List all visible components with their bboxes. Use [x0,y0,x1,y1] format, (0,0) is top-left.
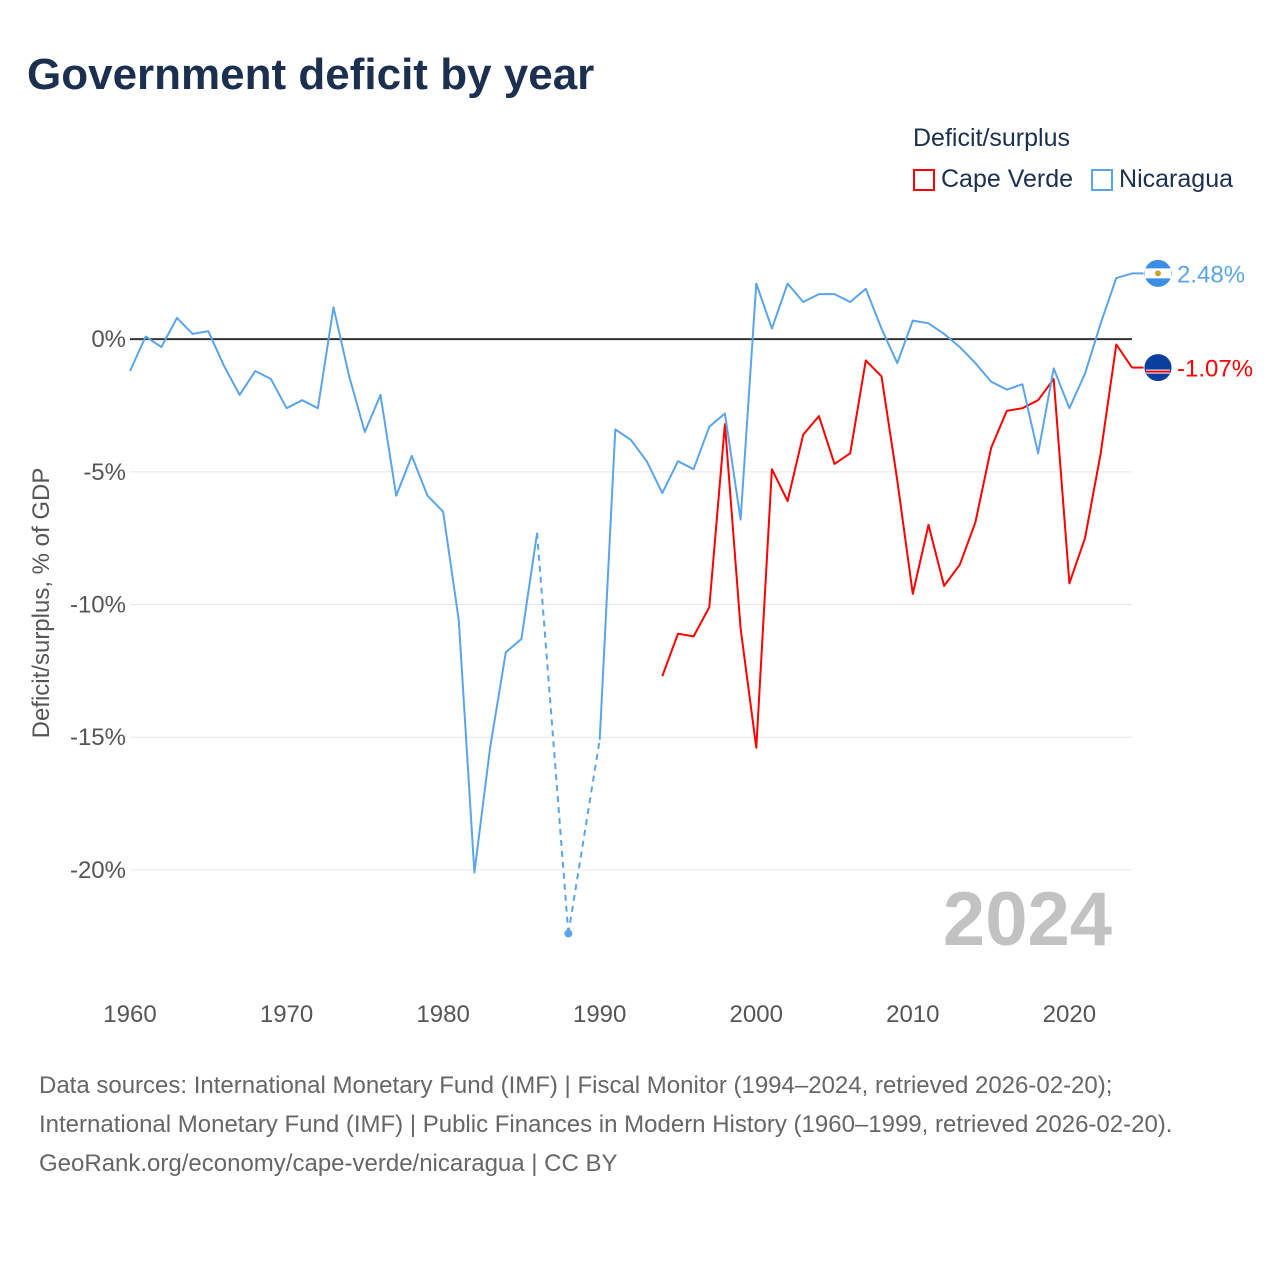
x-tick-label: 1980 [416,1001,469,1028]
y-tick-label: -20% [70,857,126,884]
series-line-cape-verde [661,343,1133,749]
year-watermark: 2024 [943,877,1112,962]
series-gap-line [567,739,601,934]
x-tick-label: 1990 [573,1001,626,1028]
y-tick-label: -5% [83,459,126,486]
chart-title: Government deficit by year [27,50,595,99]
end-value-label: -1.07% [1177,356,1253,383]
legend-item-cape-verde[interactable]: Cape Verde [913,165,1073,194]
end-value-label: 2.48% [1177,261,1245,288]
y-tick-label: -15% [70,724,126,751]
y-tick-label: 0% [91,326,126,353]
x-tick-label: 2010 [886,1001,939,1028]
flag-emblem [1155,270,1161,277]
legend-item-nicaragua[interactable]: Nicaragua [1091,165,1233,194]
data-sources: Data sources: International Monetary Fun… [39,1072,1173,1138]
x-tick-label: 2020 [1043,1001,1096,1028]
flag-stripe [1146,370,1170,373]
plot-area: 0% -5% -10% -15% -20% 1960 1970 1980 1990 2000 201… [70,258,1253,1028]
flag-icon-cape-verde [1143,353,1173,383]
series-gap-line [536,532,570,934]
x-tick-label: 1960 [103,1001,156,1028]
credit-link[interactable]: GeoRank.org/economy/cape-verde/nicaragua… [39,1150,618,1177]
y-tick-label: -10% [70,592,126,619]
series-line-nicaragua [129,272,1133,874]
legend-label: Cape Verde [941,165,1074,193]
x-tick-label: 1970 [260,1001,313,1028]
x-tick-label: 2000 [730,1001,783,1028]
legend-swatch-cape-verde [913,168,935,191]
legend: Cape Verde Nicaragua [913,165,1233,194]
legend-title: Deficit/surplus [913,124,1070,152]
legend-label: Nicaragua [1119,165,1233,193]
footer: Data sources: International Monetary Fun… [39,1066,1239,1183]
legend-swatch-nicaragua [1091,168,1114,191]
